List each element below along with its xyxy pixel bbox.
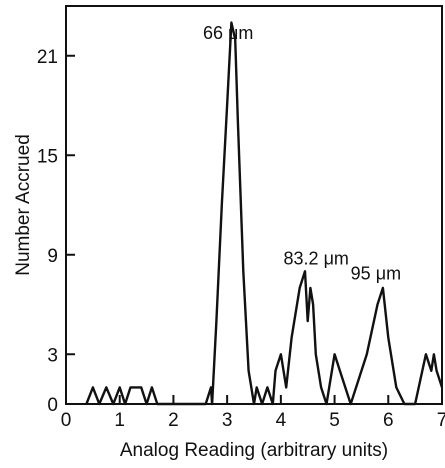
- y-tick-label: 9: [47, 246, 58, 267]
- y-tick-label: 0: [47, 395, 58, 416]
- x-tick-label: 4: [276, 410, 287, 431]
- peak-annotation: 83.2 μm: [284, 249, 349, 269]
- x-tick-label: 7: [437, 410, 445, 431]
- x-tick-label: 3: [222, 410, 233, 431]
- x-tick-label: 2: [168, 410, 179, 431]
- x-axis-label: Analog Reading (arbitrary units): [120, 440, 388, 461]
- peak-annotation: 66 μm: [203, 23, 253, 43]
- plot-frame: [65, 5, 443, 405]
- x-tick-label: 0: [61, 410, 72, 431]
- y-tick-label: 15: [37, 146, 58, 167]
- x-tick-label: 5: [329, 410, 340, 431]
- y-tick-label: 21: [37, 47, 58, 68]
- series-line: [85, 21, 444, 406]
- y-tick-label: 3: [47, 345, 58, 366]
- y-axis-label: Number Accrued: [13, 134, 34, 276]
- peak-annotation: 95 μm: [351, 264, 401, 284]
- x-tick-label: 1: [114, 410, 125, 431]
- x-tick-label: 6: [383, 410, 394, 431]
